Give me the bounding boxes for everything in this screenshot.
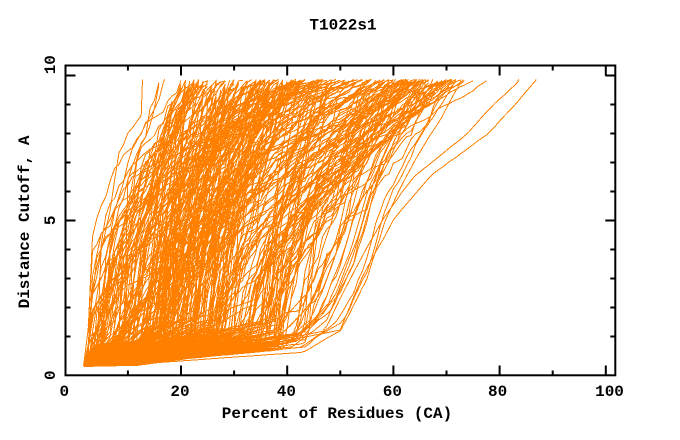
svg-text:Distance Cutoff, A: Distance Cutoff, A — [16, 135, 34, 308]
svg-text:40: 40 — [277, 383, 296, 401]
svg-text:100: 100 — [595, 383, 624, 401]
svg-text:0: 0 — [59, 383, 69, 401]
svg-text:Percent of Residues (CA): Percent of Residues (CA) — [222, 405, 452, 423]
svg-text:80: 80 — [488, 383, 507, 401]
svg-text:T1022s1: T1022s1 — [309, 17, 376, 35]
svg-text:60: 60 — [383, 383, 402, 401]
svg-text:10: 10 — [42, 55, 60, 74]
svg-text:0: 0 — [42, 370, 60, 380]
svg-text:20: 20 — [170, 383, 189, 401]
svg-text:5: 5 — [42, 215, 60, 225]
